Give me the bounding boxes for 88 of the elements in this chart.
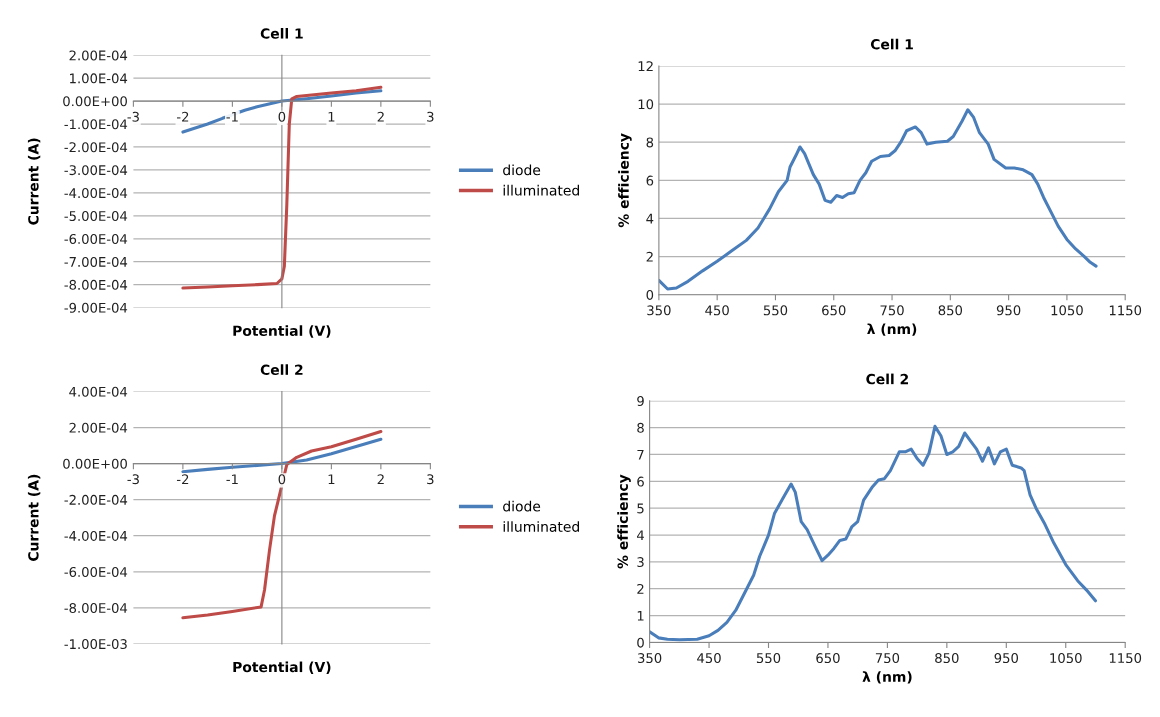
x-tick-label: 950 bbox=[996, 305, 1021, 316]
y-tick-label: -5.00E-04 bbox=[64, 211, 128, 222]
legend-label: diode bbox=[503, 164, 541, 176]
x-tick-label: 1050 bbox=[1050, 653, 1082, 664]
y-tick-label: 8 bbox=[646, 137, 654, 148]
y-tick-label: 4 bbox=[646, 213, 654, 224]
y-tick-label: 4.00E-04 bbox=[69, 386, 128, 397]
line-series bbox=[658, 108, 1098, 291]
chart-title: Cell 1 bbox=[260, 27, 303, 39]
y-axis-title: % efficiency bbox=[618, 133, 632, 228]
chart-title: Cell 1 bbox=[870, 38, 913, 50]
x-axis-title: λ (nm) bbox=[867, 323, 917, 336]
y-tick-label: 0.00E+00 bbox=[63, 96, 127, 107]
chart-title: Cell 2 bbox=[260, 364, 303, 376]
y-tick-label: 6 bbox=[637, 476, 644, 487]
legend-label: diode bbox=[503, 500, 541, 512]
y-tick-label: -9.00E-04 bbox=[64, 302, 128, 313]
y-tick-label: 2.00E-04 bbox=[69, 50, 128, 61]
y-tick-label: -6.00E-04 bbox=[64, 233, 128, 244]
y-tick-label: -4.00E-04 bbox=[64, 530, 128, 541]
y-tick-label: 4 bbox=[636, 530, 644, 541]
legend-label: illuminated bbox=[503, 184, 579, 196]
y-tick-label: -8.00E-04 bbox=[64, 603, 128, 614]
y-tick-label: 5 bbox=[637, 503, 644, 514]
y-tick-label: 1.00E-04 bbox=[70, 73, 128, 84]
chart-title: Cell 2 bbox=[866, 373, 909, 385]
y-tick-label: 2 bbox=[637, 583, 644, 594]
x-tick-label: 1150 bbox=[1109, 305, 1142, 316]
y-tick-label: -1.00E-04 bbox=[64, 119, 128, 130]
x-tick-label: 350 bbox=[647, 305, 671, 316]
y-tick-label: 0.00E+00 bbox=[63, 458, 127, 469]
x-tick-label: -2 bbox=[176, 111, 189, 122]
x-tick-label: 550 bbox=[756, 653, 781, 664]
x-tick-label: 350 bbox=[638, 653, 662, 664]
x-tick-label: 650 bbox=[816, 653, 840, 664]
legend-label: illuminated bbox=[503, 521, 579, 532]
x-tick-label: 850 bbox=[935, 653, 959, 664]
x-tick-label: 0 bbox=[278, 474, 286, 485]
x-tick-label: -3 bbox=[127, 474, 139, 485]
y-axis-title: % efficiency bbox=[617, 474, 631, 569]
y-tick-label: 10 bbox=[638, 99, 654, 110]
y-tick-label: 9 bbox=[637, 396, 644, 406]
x-tick-label: 2 bbox=[377, 111, 384, 122]
x-tick-label: 450 bbox=[705, 305, 729, 316]
x-tick-label: 3 bbox=[427, 474, 434, 485]
y-tick-label: -1.00E-03 bbox=[64, 639, 127, 650]
x-tick-label: 450 bbox=[697, 653, 721, 664]
x-tick-label: -2 bbox=[176, 474, 189, 485]
x-tick-label: 1050 bbox=[1051, 305, 1083, 316]
x-tick-label: 950 bbox=[994, 653, 1019, 664]
x-tick-label: 850 bbox=[938, 305, 963, 316]
x-tick-label: 650 bbox=[822, 305, 846, 316]
x-axis-title: λ (nm) bbox=[862, 671, 912, 684]
x-tick-label: 0 bbox=[278, 111, 286, 122]
y-tick-label: 2 bbox=[646, 251, 653, 262]
y-tick-label: 12 bbox=[638, 61, 653, 71]
x-tick-label: 550 bbox=[763, 305, 788, 316]
y-tick-label: 7 bbox=[637, 449, 644, 460]
y-axis-title: Current (A) bbox=[27, 474, 41, 561]
x-axis-title: Potential (V) bbox=[233, 661, 331, 674]
x-tick-label: -1 bbox=[226, 474, 238, 485]
x-tick-label: 2 bbox=[377, 474, 384, 485]
x-tick-label: 1 bbox=[328, 474, 335, 485]
y-tick-label: 0 bbox=[637, 637, 644, 648]
y-tick-label: 8 bbox=[637, 422, 644, 433]
y-tick-label: 3 bbox=[637, 557, 644, 568]
line-series bbox=[649, 424, 1097, 642]
x-tick-label: 1150 bbox=[1109, 653, 1142, 664]
y-tick-label: -4.00E-04 bbox=[64, 188, 128, 199]
x-tick-label: 750 bbox=[875, 653, 900, 664]
y-tick-label: -6.00E-04 bbox=[64, 566, 128, 577]
x-tick-label: -1 bbox=[226, 111, 238, 122]
x-tick-label: 3 bbox=[427, 111, 434, 122]
y-tick-label: -2.00E-04 bbox=[64, 494, 128, 505]
y-tick-label: -2.00E-04 bbox=[64, 142, 128, 153]
x-tick-label: -3 bbox=[127, 111, 139, 122]
x-tick-label: 1 bbox=[328, 111, 335, 122]
line-series bbox=[181, 437, 383, 474]
y-tick-label: -7.00E-04 bbox=[64, 256, 128, 267]
y-tick-label: -8.00E-04 bbox=[64, 279, 128, 290]
y-tick-label: 1 bbox=[637, 610, 644, 621]
y-tick-label: 6 bbox=[646, 175, 654, 186]
x-tick-label: 750 bbox=[880, 305, 904, 316]
x-axis-title: Potential (V) bbox=[233, 325, 331, 338]
y-tick-label: -3.00E-04 bbox=[64, 165, 128, 176]
y-tick-label: 2.00E-04 bbox=[69, 422, 128, 433]
y-tick-label: 0 bbox=[646, 289, 654, 300]
y-axis-title: Current (A) bbox=[27, 138, 41, 225]
